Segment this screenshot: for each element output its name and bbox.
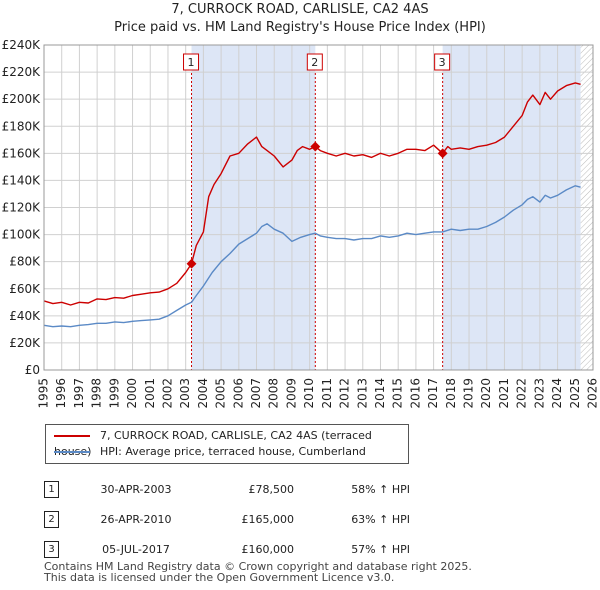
- sale-date: 26-APR-2010: [100, 512, 172, 526]
- y-tick-label: £140K: [2, 173, 42, 187]
- sale-point: [310, 141, 321, 152]
- sale-date: 05-JUL-2017: [102, 542, 170, 556]
- x-tick-label: 2006: [231, 378, 245, 409]
- table-row: 2 26-APR-2010 £165,000 63% ↑ HPI: [44, 504, 410, 534]
- y-tick-label: £120K: [2, 201, 42, 215]
- footer-text: Contains HM Land Registry data © Crown c…: [44, 561, 472, 583]
- x-tick-label: 2016: [408, 378, 422, 409]
- sale-marker-box: [434, 53, 451, 71]
- x-tick-label: 2022: [515, 378, 529, 409]
- chart-title: 7, CURROCK ROAD, CARLISLE, CA2 4AS: [171, 2, 429, 17]
- x-tick-label: 2001: [143, 378, 157, 409]
- y-tick-label: £40K: [9, 309, 41, 323]
- plot-frame: [43, 44, 594, 371]
- y-tick-label: £240K: [2, 38, 42, 52]
- x-tick-label: 1998: [90, 378, 104, 409]
- sale-marker-label: 3: [439, 56, 446, 69]
- sale-number-badge: 1: [44, 480, 59, 498]
- sale-hpi-change: 57% ↑ HPI: [351, 542, 410, 556]
- y-tick-label: £20K: [9, 336, 41, 350]
- sale-marker-label: 2: [311, 56, 318, 69]
- sale-marker-label: 1: [188, 56, 195, 69]
- x-tick-label: 1999: [107, 378, 121, 409]
- sales-table: 1 30-APR-2003 £78,500 58% ↑ HPI 2 26-APR…: [44, 474, 410, 564]
- sale-date: 30-APR-2003: [100, 482, 172, 496]
- x-tick-label: 2008: [267, 378, 281, 409]
- table-row: 3 05-JUL-2017 £160,000 57% ↑ HPI: [44, 534, 410, 564]
- x-tick-label: 2005: [214, 378, 228, 409]
- sale-marker-box: [306, 53, 323, 71]
- x-tick-label: 2011: [320, 378, 334, 409]
- y-tick-label: £160K: [2, 146, 42, 160]
- sale-hpi-change: 58% ↑ HPI: [351, 482, 410, 496]
- legend-swatch-hpi: [54, 451, 90, 453]
- x-tick-label: 2007: [249, 378, 263, 409]
- sale-point: [437, 148, 448, 159]
- legend-label-hpi: HPI: Average price, terraced house, Cumb…: [100, 445, 366, 458]
- price-chart: £0 £20K £40K £60K £80K £100K £120K £140K £160K £1…: [2, 38, 600, 409]
- y-tick-label: £220K: [2, 65, 42, 79]
- x-tick-label: 2026: [586, 378, 600, 409]
- sale-point: [186, 258, 197, 269]
- x-tick-label: 2010: [302, 378, 316, 409]
- sale-price: £160,000: [241, 542, 295, 556]
- x-tick-label: 2003: [178, 378, 192, 409]
- chart-legend: 7, CURROCK ROAD, CARLISLE, CA2 4AS (terr…: [45, 424, 409, 464]
- y-tick-label: £60K: [9, 282, 41, 296]
- table-row: 1 30-APR-2003 £78,500 58% ↑ HPI: [44, 474, 410, 504]
- x-tick-label: 2023: [532, 378, 546, 409]
- x-tick-label: 2021: [497, 378, 511, 409]
- x-tick-label: 2019: [462, 378, 476, 409]
- x-tick-label: 2024: [550, 378, 564, 409]
- x-tick-label: 1996: [54, 378, 68, 409]
- legend-entry-hpi: HPI: Average price, terraced house, Cumb…: [54, 444, 366, 460]
- legend-entry-property: 7, CURROCK ROAD, CARLISLE, CA2 4AS (terr…: [54, 428, 408, 458]
- y-tick-label: £200K: [2, 92, 42, 106]
- x-tick-label: 2025: [568, 378, 582, 409]
- x-tick-label: 2017: [426, 378, 440, 409]
- legend-swatch-property: [54, 435, 90, 437]
- x-tick-label: 2000: [125, 378, 139, 409]
- x-tick-label: 2009: [284, 378, 298, 409]
- x-tick-label: 1995: [37, 378, 51, 409]
- x-tick-label: 2015: [391, 378, 405, 409]
- y-tick-label: £100K: [2, 228, 42, 242]
- x-tick-label: 2004: [196, 378, 210, 409]
- x-tick-label: 1997: [72, 378, 86, 409]
- sale-price: £78,500: [248, 482, 295, 496]
- sale-price: £165,000: [241, 512, 295, 526]
- legend-label-property: 7, CURROCK ROAD, CARLISLE, CA2 4AS (terr…: [54, 429, 372, 458]
- x-tick-label: 2012: [338, 378, 352, 409]
- chart-subtitle: Price paid vs. HM Land Registry's House …: [114, 20, 486, 35]
- sale-number-badge: 3: [44, 540, 59, 558]
- sale-marker-box: [183, 53, 200, 71]
- y-tick-label: £0: [25, 363, 40, 377]
- sale-number-badge: 2: [44, 510, 59, 528]
- y-tick-label: £80K: [9, 255, 41, 269]
- hpi-line: [43, 185, 581, 328]
- x-tick-label: 2002: [160, 378, 174, 409]
- x-tick-label: 2013: [355, 378, 369, 409]
- footer-copyright: Contains HM Land Registry data © Crown c…: [44, 560, 472, 573]
- x-tick-label: 2020: [479, 378, 493, 409]
- x-tick-label: 2018: [444, 378, 458, 409]
- footer-licence: This data is licensed under the Open Gov…: [44, 571, 395, 584]
- sale-hpi-change: 63% ↑ HPI: [351, 512, 410, 526]
- y-tick-label: £180K: [2, 119, 42, 133]
- x-tick-label: 2014: [373, 378, 387, 409]
